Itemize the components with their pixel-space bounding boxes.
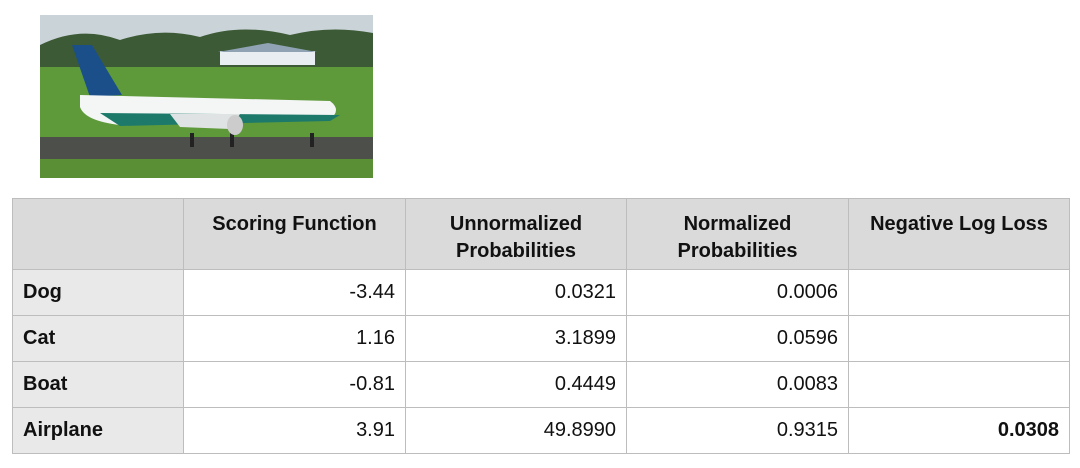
value-cell: 0.4449 <box>405 361 627 408</box>
value-cell: 0.0006 <box>626 269 849 316</box>
row-label: Cat <box>12 315 184 362</box>
value-cell: 0.0083 <box>626 361 849 408</box>
column-header: Normalized Probabilities <box>626 198 849 270</box>
value-cell: 3.1899 <box>405 315 627 362</box>
row-label: Airplane <box>12 407 184 454</box>
table-row: Airplane 3.91 49.8990 0.9315 0.0308 <box>12 407 1070 454</box>
value-cell: 0.0321 <box>405 269 627 316</box>
value-cell: -0.81 <box>183 361 406 408</box>
row-label: Boat <box>12 361 184 408</box>
empty-cell <box>848 269 1070 316</box>
empty-cell <box>848 315 1070 362</box>
value-cell: 3.91 <box>183 407 406 454</box>
results-table: Scoring Function Unnormalized Probabiliti… <box>12 198 1070 454</box>
column-header: Unnormalized Probabilities <box>405 198 627 270</box>
value-cell: 0.0308 <box>848 407 1070 454</box>
empty-cell <box>848 361 1070 408</box>
value-cell: 49.8990 <box>405 407 627 454</box>
column-header: Scoring Function <box>183 198 406 270</box>
value-cell: 0.0596 <box>626 315 849 362</box>
table-row: Boat -0.81 0.4449 0.0083 <box>12 361 1070 408</box>
column-header: Negative Log Loss <box>848 198 1070 270</box>
corner-cell <box>12 198 184 270</box>
airplane-photo <box>40 15 373 178</box>
value-cell: -3.44 <box>183 269 406 316</box>
row-label: Dog <box>12 269 184 316</box>
table-row: Dog -3.44 0.0321 0.0006 <box>12 269 1070 316</box>
value-cell: 0.9315 <box>626 407 849 454</box>
value-cell: 1.16 <box>183 315 406 362</box>
table-row: Cat 1.16 3.1899 0.0596 <box>12 315 1070 362</box>
